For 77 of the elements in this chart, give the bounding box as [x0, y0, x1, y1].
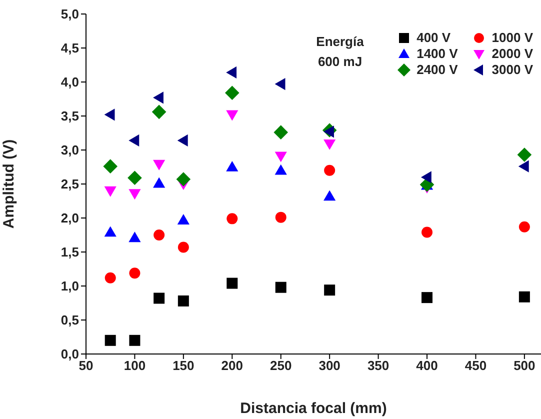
point: [226, 110, 238, 121]
point: [275, 282, 286, 293]
x-tick-label: 500: [514, 358, 536, 374]
annotation: Energía 600 mJ: [315, 33, 365, 71]
legend-label: 1400 V: [416, 46, 458, 61]
y-tick-label: 4,0: [60, 74, 79, 90]
point: [324, 284, 336, 296]
point: [274, 164, 287, 175]
point: [274, 78, 286, 90]
point: [324, 190, 336, 201]
point: [153, 92, 164, 104]
point: [153, 177, 166, 188]
point: [178, 295, 189, 306]
legend-label: 2400 V: [416, 62, 458, 77]
point: [226, 278, 238, 289]
x-axis-title: Distancia focal (mm): [240, 400, 387, 417]
y-tick-label: 1,5: [60, 244, 79, 260]
point: [274, 125, 288, 140]
x-tick-label: 200: [221, 358, 243, 374]
point: [518, 221, 530, 232]
y-tick-label: 5,0: [60, 6, 79, 22]
x-tick-label: 350: [367, 358, 390, 374]
point: [518, 291, 530, 302]
point: [422, 292, 433, 304]
x-tick-label: 250: [270, 358, 292, 374]
x-tick-label: 150: [172, 358, 194, 374]
point: [274, 152, 287, 162]
point: [275, 212, 286, 223]
point: [177, 214, 190, 224]
y-tick-label: 3,5: [60, 108, 79, 124]
point: [128, 134, 140, 147]
point: [324, 164, 336, 176]
point: [324, 126, 334, 138]
x-tick-label: 300: [318, 358, 340, 374]
point: [153, 160, 166, 170]
legend-label: 400 V: [416, 30, 451, 45]
point: [422, 226, 433, 238]
y-tick-label: 2,5: [60, 176, 79, 192]
y-tick-label: 3,0: [60, 142, 79, 158]
point: [154, 292, 165, 304]
point: [226, 66, 237, 79]
point: [224, 86, 240, 100]
x-tick-label: 100: [124, 358, 146, 374]
point: [226, 160, 238, 172]
legend-label: 3000 V: [492, 62, 533, 77]
legend-label: 2000 V: [492, 46, 533, 61]
point: [420, 171, 432, 184]
point: [176, 172, 191, 186]
y-axis-title: Amplitud (V): [0, 139, 18, 229]
x-tick-label: 450: [464, 358, 487, 374]
y-tick-label: 0,5: [60, 312, 79, 328]
x-tick-label: 400: [416, 358, 438, 374]
y-tick-label: 1,0: [60, 278, 79, 294]
point: [128, 232, 141, 242]
point: [128, 189, 141, 200]
point: [177, 134, 188, 147]
y-tick-label: 4,5: [60, 40, 79, 56]
point: [178, 242, 189, 253]
point: [104, 108, 115, 121]
point: [128, 170, 142, 186]
y-tick-label: 2,0: [60, 210, 79, 226]
point: [103, 159, 118, 174]
point: [152, 104, 166, 120]
x-tick-label: 50: [78, 358, 94, 374]
point: [129, 268, 140, 279]
point: [129, 334, 140, 346]
legend-label: 1000 V: [492, 30, 533, 45]
point: [104, 272, 116, 284]
point: [104, 334, 116, 346]
point: [517, 148, 532, 162]
y-tick-label: 0,0: [60, 346, 79, 362]
point: [154, 230, 165, 240]
point: [226, 213, 238, 224]
point: [104, 186, 116, 197]
point: [104, 226, 116, 237]
point: [324, 139, 336, 150]
point: [518, 160, 529, 172]
